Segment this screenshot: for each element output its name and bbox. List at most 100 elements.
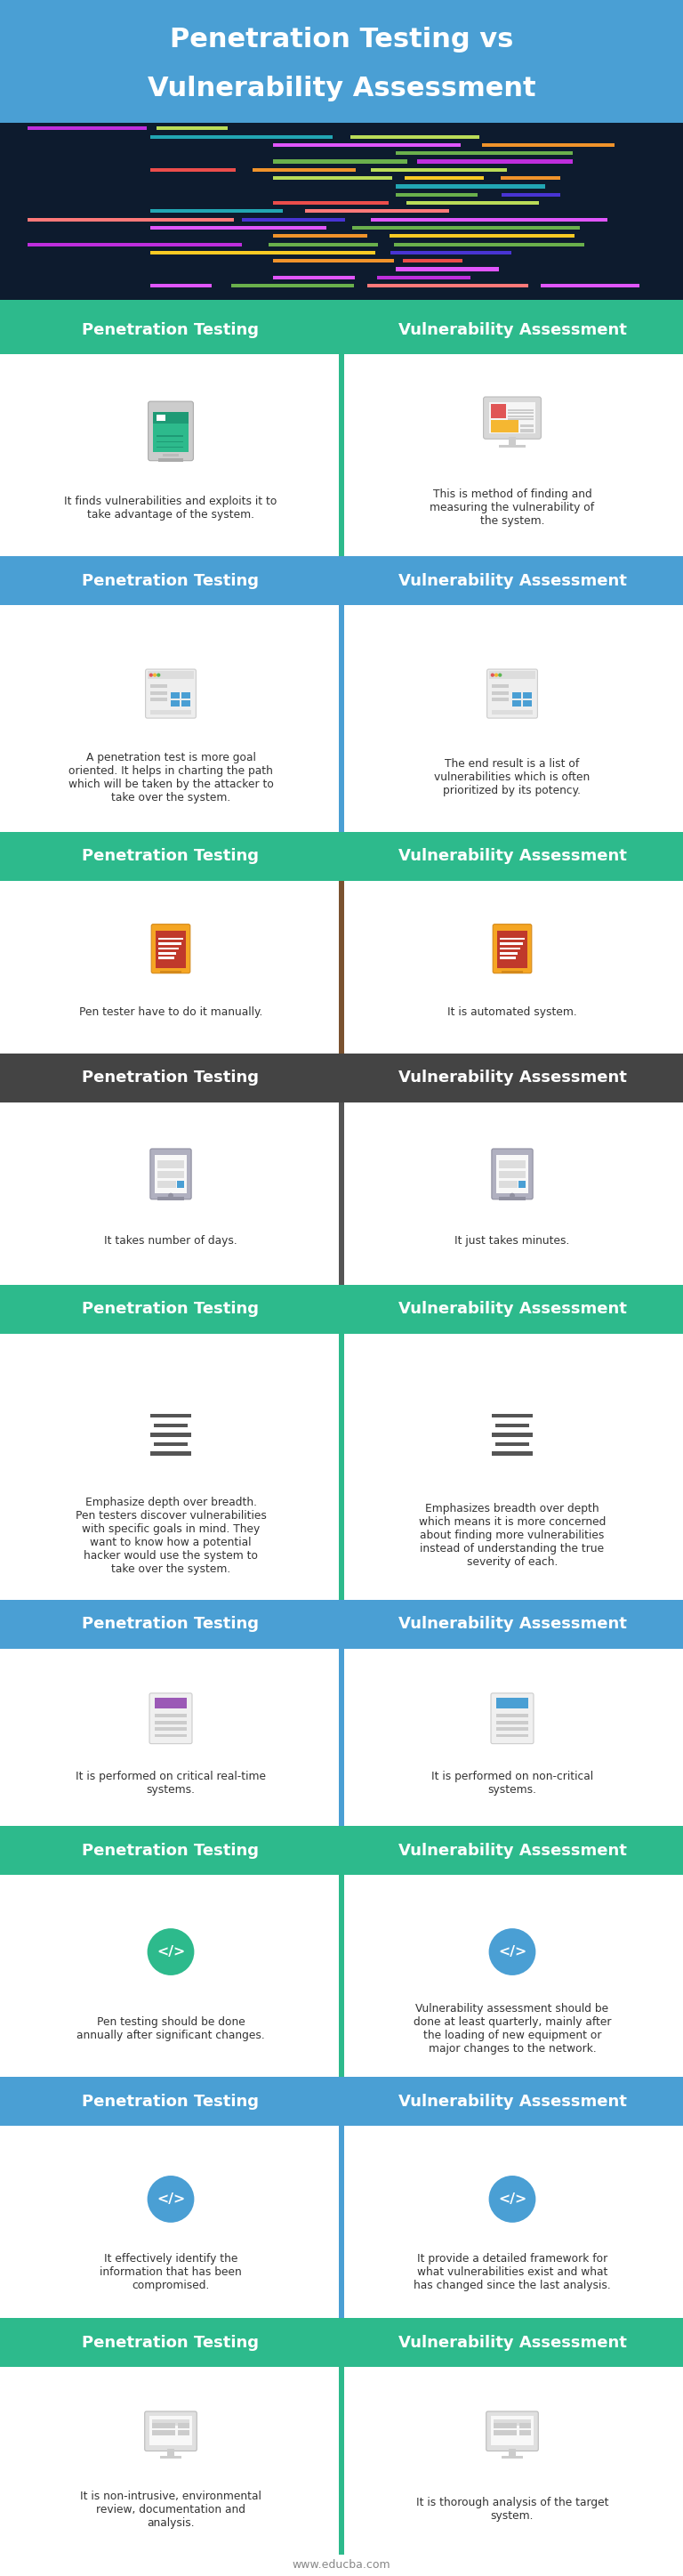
Bar	[352, 227, 580, 229]
Bar	[493, 2429, 517, 2434]
Bar	[492, 1453, 533, 1455]
Bar	[273, 201, 389, 206]
Text: Vulnerability Assessment: Vulnerability Assessment	[398, 2334, 626, 2352]
Bar	[396, 152, 573, 155]
Bar	[0, 124, 683, 304]
Text: Vulnerability Assessment: Vulnerability Assessment	[398, 1069, 626, 1087]
Bar	[150, 1432, 191, 1437]
Bar	[518, 1180, 525, 1188]
Text: Pen testing should be done
annually after significant changes.: Pen testing should be done annually afte…	[76, 2017, 265, 2040]
Bar	[501, 175, 560, 180]
Bar	[273, 276, 355, 278]
Bar	[182, 701, 191, 706]
FancyBboxPatch shape	[145, 2411, 197, 2450]
Bar	[492, 685, 508, 688]
Bar	[158, 1180, 176, 1188]
Bar	[492, 690, 508, 696]
Bar	[273, 260, 394, 263]
Text: Penetration Testing: Penetration Testing	[82, 2334, 260, 2352]
Bar	[406, 201, 539, 206]
Bar	[370, 167, 507, 173]
Bar	[150, 1453, 191, 1455]
Bar	[0, 1826, 683, 1875]
FancyBboxPatch shape	[145, 670, 196, 719]
Bar	[493, 2424, 517, 2427]
Text: It is performed on critical real-time
systems.: It is performed on critical real-time sy…	[76, 1770, 266, 1795]
Bar	[497, 1721, 528, 1723]
Bar	[182, 693, 191, 698]
Bar	[268, 242, 378, 247]
Bar	[367, 283, 529, 289]
Bar	[152, 2429, 176, 2434]
Bar	[154, 1425, 188, 1427]
Text: Vulnerability Assessment: Vulnerability Assessment	[398, 1301, 626, 1316]
Bar	[389, 234, 575, 237]
Circle shape	[149, 672, 153, 677]
Bar	[150, 1414, 191, 1417]
Bar	[501, 193, 560, 196]
Circle shape	[168, 1193, 173, 1198]
Bar	[489, 670, 535, 680]
Bar	[489, 402, 535, 433]
Bar	[150, 2416, 192, 2445]
Text: It effectively identify the
information that has been
compromised.: It effectively identify the information …	[100, 2254, 242, 2290]
Bar	[150, 167, 236, 173]
Bar	[171, 701, 180, 706]
Bar	[155, 1728, 186, 1731]
Text: Vulnerability Assessment: Vulnerability Assessment	[148, 75, 535, 100]
Bar	[273, 234, 367, 237]
Bar	[148, 670, 194, 680]
FancyBboxPatch shape	[492, 1149, 533, 1200]
Bar	[171, 693, 180, 698]
Text: Penetration Testing vs: Penetration Testing vs	[169, 26, 514, 52]
Bar	[155, 1721, 186, 1723]
Bar	[158, 1172, 184, 1177]
FancyBboxPatch shape	[484, 397, 541, 438]
Circle shape	[489, 1929, 535, 1976]
Bar	[377, 276, 471, 278]
Bar	[541, 283, 639, 289]
Bar	[253, 167, 356, 173]
Bar	[512, 701, 521, 706]
Bar	[490, 404, 505, 417]
Text: Penetration Testing: Penetration Testing	[82, 322, 260, 337]
Bar	[152, 2424, 176, 2427]
Text: </>: </>	[156, 2192, 185, 2205]
Text: It is thorough analysis of the target
system.: It is thorough analysis of the target sy…	[416, 2496, 609, 2522]
Bar	[154, 1698, 187, 1708]
Bar	[339, 881, 344, 1054]
Text: Penetration Testing: Penetration Testing	[82, 1301, 260, 1316]
Bar	[499, 1159, 525, 1170]
Bar	[519, 2424, 531, 2427]
Bar	[0, 299, 683, 304]
Circle shape	[494, 672, 498, 677]
Text: Pen tester have to do it manually.: Pen tester have to do it manually.	[79, 1007, 262, 1018]
Bar	[491, 2416, 533, 2445]
Bar	[0, 2367, 683, 2555]
Bar	[156, 930, 186, 969]
Bar	[0, 556, 683, 605]
Bar	[396, 268, 499, 270]
Bar	[27, 242, 242, 247]
Text: Vulnerability Assessment: Vulnerability Assessment	[398, 2094, 626, 2110]
Text: Vulnerability Assessment: Vulnerability Assessment	[398, 1842, 626, 1857]
Bar	[499, 1180, 518, 1188]
Bar	[155, 1713, 186, 1718]
Bar	[497, 930, 527, 969]
Text: Penetration Testing: Penetration Testing	[82, 848, 260, 866]
Bar	[0, 304, 683, 355]
Bar	[177, 1180, 184, 1188]
Bar	[523, 693, 532, 698]
Bar	[493, 2419, 531, 2427]
Bar	[0, 2318, 683, 2367]
Text: The end result is a list of
vulnerabilities which is often
prioritized by its po: The end result is a list of vulnerabilit…	[434, 757, 590, 796]
Bar	[497, 1734, 528, 1736]
Bar	[155, 1154, 186, 1193]
Bar	[242, 216, 345, 222]
Text: It just takes minutes.: It just takes minutes.	[455, 1234, 570, 1247]
Bar	[490, 420, 519, 433]
Bar	[497, 1713, 528, 1718]
Text: www.educba.com: www.educba.com	[292, 2561, 391, 2571]
Bar	[0, 2125, 683, 2318]
Bar	[0, 605, 683, 832]
